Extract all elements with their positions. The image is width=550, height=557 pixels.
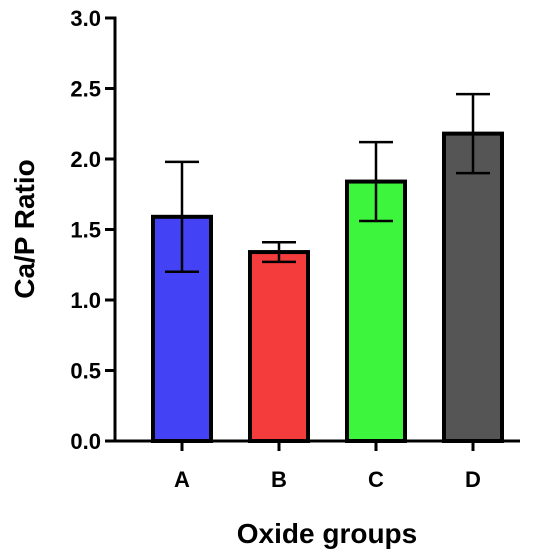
y-tick-label: 3.0 xyxy=(70,6,101,31)
error-bar-B xyxy=(262,240,296,264)
y-tick-label: 0.5 xyxy=(70,359,101,384)
bar-D xyxy=(442,131,504,443)
y-tick-label: 2.5 xyxy=(70,77,101,102)
error-bar-C xyxy=(359,140,393,223)
error-bar-A xyxy=(165,160,199,274)
y-tick-label: 0.0 xyxy=(70,429,101,454)
x-tick-label: D xyxy=(465,467,481,492)
bar-B xyxy=(248,250,310,443)
y-axis-title: Ca/P Ratio xyxy=(9,159,40,299)
x-tick-label: A xyxy=(174,467,190,492)
bars xyxy=(151,92,504,443)
y-axis: 0.0 0.5 1.0 1.5 2.0 2.5 3.0 xyxy=(70,6,117,454)
y-tick-label: 1.5 xyxy=(70,218,101,243)
bar-C xyxy=(345,179,407,443)
x-tick-label: B xyxy=(271,467,287,492)
x-tick-label: C xyxy=(368,467,384,492)
bar-A xyxy=(151,214,213,443)
y-tick-label: 1.0 xyxy=(70,288,101,313)
x-axis-title: Oxide groups xyxy=(237,518,417,549)
error-bar-D xyxy=(456,92,490,175)
x-axis: A B C D xyxy=(113,439,520,492)
y-tick-label: 2.0 xyxy=(70,147,101,172)
